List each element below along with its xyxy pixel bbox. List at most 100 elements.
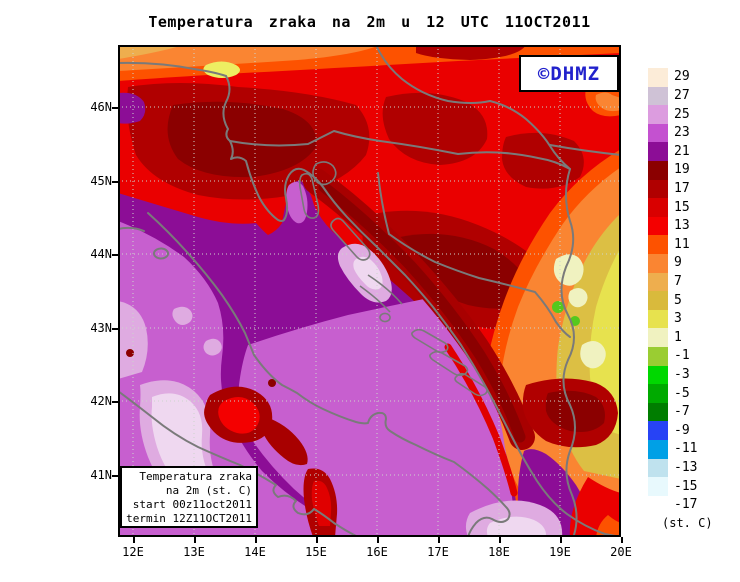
colorbar-swatch-23 [648,123,668,143]
island-korcula [454,372,488,397]
lon-label-13E: 13E [183,545,205,559]
colorbar-label-13: 13 [674,218,690,234]
colorbar-label-9: 9 [674,255,682,271]
colorbar-swatch-13 [648,216,668,236]
colorbar-swatch--1 [648,347,668,366]
colorbar-swatch-19 [648,161,668,180]
colorbar-swatch-17 [648,179,668,199]
lat-label-44N: 44N [90,247,112,261]
coastline-italy-west [118,390,359,537]
lon-tick-16E [377,537,379,543]
lon-tick-14E [255,537,257,543]
lon-tick-13E [194,537,196,543]
colorbar-label-29: 29 [674,69,690,85]
border-ita-slo [222,75,231,142]
island-cres [298,172,320,219]
border-ita-aut [118,61,227,77]
po-river-stub [118,226,145,232]
lon-tick-17E [438,537,440,543]
map-region-central-maroon-core [394,233,532,309]
map-region-plum-dot-1 [172,306,193,325]
lat-label-42N: 42N [90,394,112,408]
lon-label-14E: 14E [244,545,266,559]
coastline-croatia [229,140,621,537]
lat-label-41N: 41N [90,468,112,482]
lon-label-16E: 16E [366,545,388,559]
lon-tick-20E [621,537,623,543]
lon-tick-12E [133,537,135,543]
colorbar-unit-label: (st. C) [662,516,713,530]
lat-tick-42N [112,401,118,403]
map-region-italy-red-vertical-core [311,480,332,526]
lat-label-43N: 43N [90,321,112,335]
island-small [379,312,391,323]
colorbar-label-25: 25 [674,106,690,122]
colorbar-label-11: 11 [674,236,690,252]
map-region-pale-yellow-spot-3 [568,288,588,308]
colorbar-label-15: 15 [674,199,690,215]
island-chain-2 [359,285,391,313]
colorbar-label--1: -1 [674,348,690,364]
colorbar-label-5: 5 [674,292,682,308]
map-region-lightplum-velebit-core [353,256,383,290]
island-pag [330,217,371,261]
colorbar-label-3: 3 [674,311,682,327]
map-region-tiny-maroon-dot-2 [126,349,134,357]
lon-label-12E: 12E [122,545,144,559]
venice-lagoon [153,247,169,260]
colorbar-label-7: 7 [674,273,682,289]
colorbar-label-23: 23 [674,125,690,141]
colorbar-label--17: -17 [674,497,698,513]
colorbar-label--5: -5 [674,385,690,401]
colorbar-swatch-15 [648,198,668,217]
lat-tick-44N [112,254,118,256]
colorbar-swatch-9 [648,254,668,273]
lat-tick-41N [112,475,118,477]
colorbar-label-27: 27 [674,87,690,103]
lon-label-20E: 20E [610,545,632,559]
colorbar-swatch-3 [648,309,668,329]
map-region-plum-west-edge [118,301,148,379]
map-region-italy-red-core [218,396,260,434]
colorbar-label--9: -9 [674,422,690,438]
map-region-north-maroon-core [167,101,317,178]
colorbar-swatch-7 [648,272,668,292]
lon-label-19E: 19E [549,545,571,559]
border-slo-cro-sava [229,130,571,170]
colorbar-swatch--11 [648,440,668,459]
island-krk [312,161,337,186]
map-region-italy-maroon-streak [261,417,308,466]
legend-line-1: Temperatura zraka [139,470,252,483]
lat-label-46N: 46N [90,100,112,114]
colorbar-swatch-1 [648,328,668,347]
colorbar-label--13: -13 [674,459,698,475]
colorbar-swatch--9 [648,421,668,440]
map-region-top-orange-strip [118,45,380,71]
colorbar-label-19: 19 [674,162,690,178]
map-frame [118,45,621,537]
colorbar-label--11: -11 [674,441,698,457]
colorbar-swatch-25 [648,105,668,124]
map-region-br-orangered-corner [596,515,621,537]
lat-tick-43N [112,328,118,330]
colorbar-swatch-21 [648,142,668,161]
border-hun-srb [549,144,621,156]
colorbar-label--15: -15 [674,478,698,494]
colorbar-label-21: 21 [674,143,690,159]
map-region-top-corner-sandy [118,45,184,59]
colorbar-swatch--13 [648,458,668,478]
legend-line-3: start 00z11oct2011 [132,498,252,511]
map-region-pale-yellow-spot-2 [580,341,606,369]
colorbar-swatch--3 [648,365,668,385]
lat-tick-46N [112,107,118,109]
page-title: Temperatura zraka na 2m u 12 UTC 11OCT20… [148,13,591,31]
map-region-nw-purple-patch [118,92,146,124]
colorbar-label-17: 17 [674,180,690,196]
colorbar-swatch-11 [648,235,668,254]
legend-box: Temperatura zraka na 2m (st. C) start 00… [120,466,258,528]
map-region-tiny-maroon-dot-1 [268,379,276,387]
island-chain-1 [367,274,403,305]
lon-label-15E: 15E [305,545,327,559]
map-region-top-maroon-segment [416,45,526,60]
